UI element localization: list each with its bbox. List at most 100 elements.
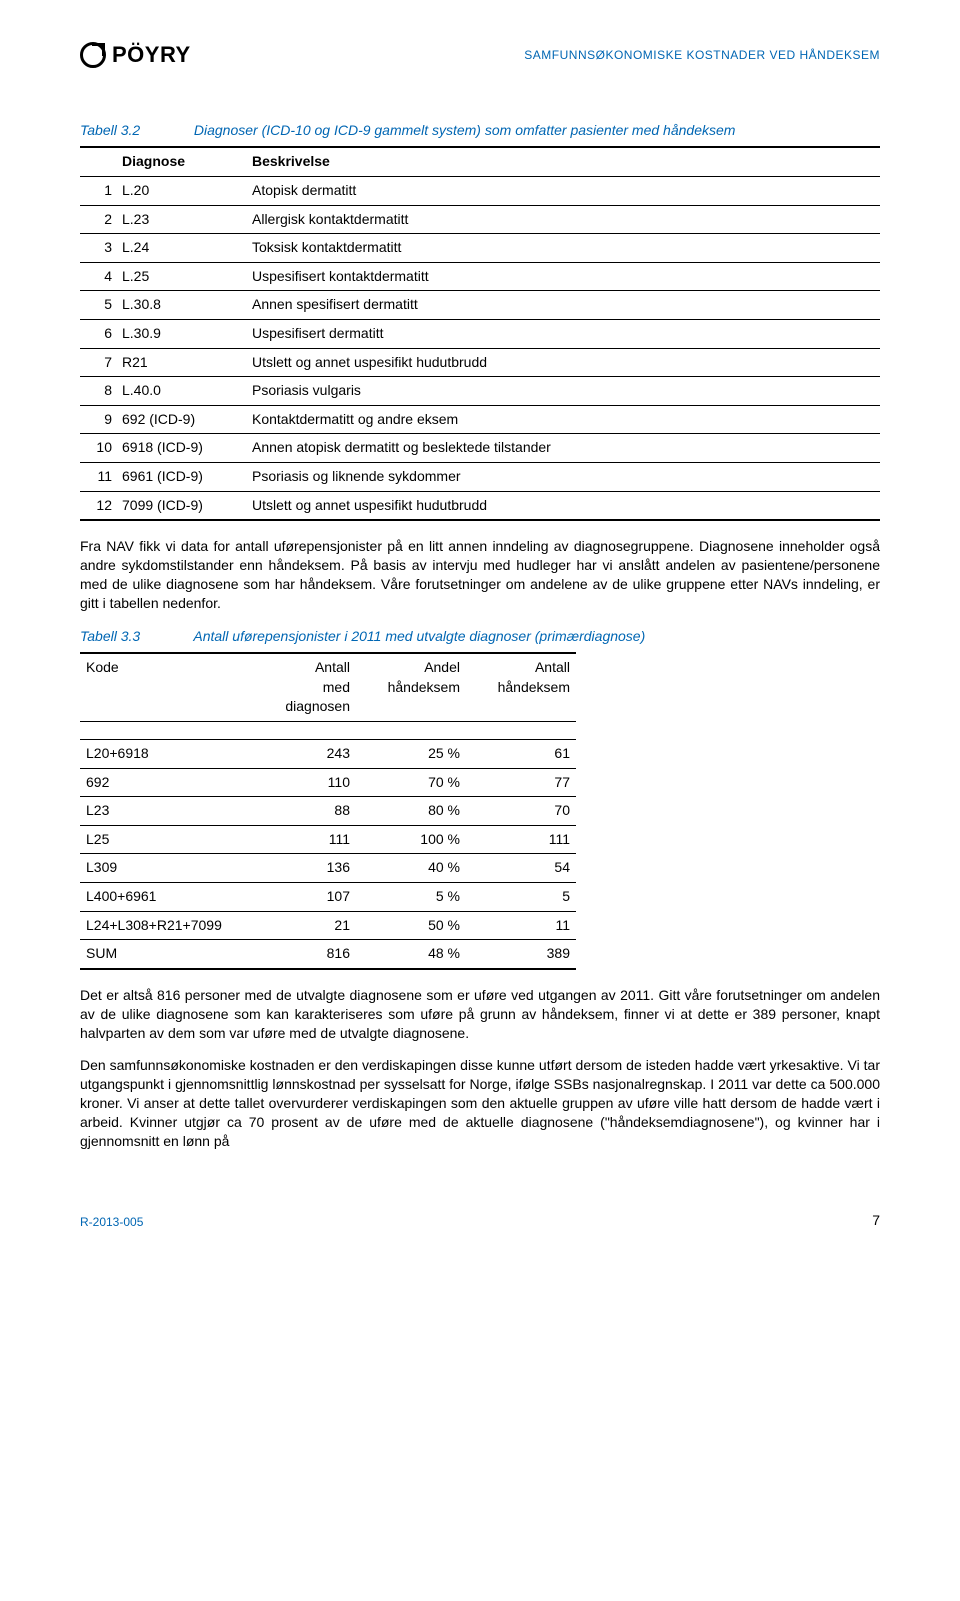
- table-cell: L.40.0: [116, 377, 246, 406]
- table1-label: Tabell 3.2: [80, 121, 190, 141]
- table-cell: 111: [266, 825, 356, 854]
- table-cell: L.20: [116, 176, 246, 205]
- table-cell: L.23: [116, 205, 246, 234]
- table1-caption: Tabell 3.2 Diagnoser (ICD-10 og ICD-9 ga…: [80, 121, 880, 141]
- table-cell: Annen atopisk dermatitt og beslektede ti…: [246, 434, 880, 463]
- table-cell: Utslett og annet uspesifikt hudutbrudd: [246, 348, 880, 377]
- table-row: 4L.25Uspesifisert kontaktdermatitt: [80, 262, 880, 291]
- spacer-row: [80, 722, 576, 740]
- table-row: L20+691824325 %61: [80, 740, 576, 769]
- table-cell: 6918 (ICD-9): [116, 434, 246, 463]
- paragraph-3: Den samfunnsøkonomiske kostnaden er den …: [80, 1056, 880, 1150]
- table-cell: 21: [266, 911, 356, 940]
- table-cell: 1: [80, 176, 116, 205]
- table-cell: L.24: [116, 234, 246, 263]
- table-cell: L.30.9: [116, 319, 246, 348]
- paragraph-1: Fra NAV fikk vi data for antall uførepen…: [80, 537, 880, 613]
- table-cell: 2: [80, 205, 116, 234]
- table-row: SUM81648 %389: [80, 940, 576, 969]
- table1-header-row: Diagnose Beskrivelse: [80, 147, 880, 176]
- table-cell: 7099 (ICD-9): [116, 491, 246, 520]
- table-cell: Annen spesifisert dermatitt: [246, 291, 880, 320]
- table-cell: 692: [80, 768, 266, 797]
- logo-text: PÖYRY: [112, 40, 191, 71]
- table-cell: 100 %: [356, 825, 466, 854]
- table-cell: Uspesifisert kontaktdermatitt: [246, 262, 880, 291]
- table-row: L238880 %70: [80, 797, 576, 826]
- table-cell: 70: [466, 797, 576, 826]
- table-cell: Kontaktdermatitt og andre eksem: [246, 405, 880, 434]
- table-row: 127099 (ICD-9)Utslett og annet uspesifik…: [80, 491, 880, 520]
- table1-caption-text: Diagnoser (ICD-10 og ICD-9 gammelt syste…: [194, 122, 736, 138]
- logo: PÖYRY: [80, 40, 191, 71]
- table-row: L24+L308+R21+70992150 %11: [80, 911, 576, 940]
- table-cell: 77: [466, 768, 576, 797]
- table2-header-row: Kode Antallmed diagnosen Andelhåndeksem …: [80, 653, 576, 721]
- page-footer: R-2013-005 7: [80, 1211, 880, 1231]
- table-cell: 111: [466, 825, 576, 854]
- table-cell: 8: [80, 377, 116, 406]
- table2-caption-text: Antall uførepensjonister i 2011 med utva…: [193, 628, 645, 644]
- table-row: 5L.30.8Annen spesifisert dermatitt: [80, 291, 880, 320]
- table-cell: 10: [80, 434, 116, 463]
- table1-col1: Diagnose: [116, 147, 246, 176]
- table-cell: 5 %: [356, 883, 466, 912]
- table-cell: L.25: [116, 262, 246, 291]
- table-cell: 4: [80, 262, 116, 291]
- table-cell: 5: [466, 883, 576, 912]
- table-row: 9692 (ICD-9)Kontaktdermatitt og andre ek…: [80, 405, 880, 434]
- table2-col3: Antallhåndeksem: [466, 653, 576, 721]
- table-cell: 11: [466, 911, 576, 940]
- table-cell: Utslett og annet uspesifikt hudutbrudd: [246, 491, 880, 520]
- table-cell: 11: [80, 462, 116, 491]
- table-cell: Atopisk dermatitt: [246, 176, 880, 205]
- table1-col2: Beskrivelse: [246, 147, 880, 176]
- table-row: L25111100 %111: [80, 825, 576, 854]
- logo-icon: [80, 42, 106, 68]
- table-cell: 61: [466, 740, 576, 769]
- footer-doc-ref: R-2013-005: [80, 1214, 143, 1231]
- table-cell: 12: [80, 491, 116, 520]
- table-cell: 40 %: [356, 854, 466, 883]
- table-cell: 107: [266, 883, 356, 912]
- table-cell: 48 %: [356, 940, 466, 969]
- table-cell: 5: [80, 291, 116, 320]
- table2-label: Tabell 3.3: [80, 627, 190, 647]
- table-cell: Uspesifisert dermatitt: [246, 319, 880, 348]
- table-cell: 80 %: [356, 797, 466, 826]
- table-cell: L400+6961: [80, 883, 266, 912]
- table-cell: Psoriasis og liknende sykdommer: [246, 462, 880, 491]
- table-cell: Psoriasis vulgaris: [246, 377, 880, 406]
- table-cell: L24+L308+R21+7099: [80, 911, 266, 940]
- table-row: 116961 (ICD-9)Psoriasis og liknende sykd…: [80, 462, 880, 491]
- table-cell: 6: [80, 319, 116, 348]
- table-cell: SUM: [80, 940, 266, 969]
- table-cell: 70 %: [356, 768, 466, 797]
- table-row: 8L.40.0Psoriasis vulgaris: [80, 377, 880, 406]
- table2-caption: Tabell 3.3 Antall uførepensjonister i 20…: [80, 627, 880, 647]
- table-row: L400+69611075 %5: [80, 883, 576, 912]
- table-cell: L.30.8: [116, 291, 246, 320]
- table-row: 7R21Utslett og annet uspesifikt hudutbru…: [80, 348, 880, 377]
- table-cell: L309: [80, 854, 266, 883]
- table-cell: R21: [116, 348, 246, 377]
- table-row: L30913640 %54: [80, 854, 576, 883]
- table2-col0: Kode: [80, 653, 266, 721]
- table-row: 106918 (ICD-9)Annen atopisk dermatitt og…: [80, 434, 880, 463]
- table-cell: 6961 (ICD-9): [116, 462, 246, 491]
- table-cell: 54: [466, 854, 576, 883]
- table-cell: Allergisk kontaktdermatitt: [246, 205, 880, 234]
- table-cell: Toksisk kontaktdermatitt: [246, 234, 880, 263]
- table-cell: 9: [80, 405, 116, 434]
- table-cell: 50 %: [356, 911, 466, 940]
- table-row: 1L.20Atopisk dermatitt: [80, 176, 880, 205]
- document-title-header: SAMFUNNSØKONOMISKE KOSTNADER VED HÅNDEKS…: [524, 47, 880, 64]
- table-row: 6L.30.9Uspesifisert dermatitt: [80, 319, 880, 348]
- table-cell: 816: [266, 940, 356, 969]
- footer-page-number: 7: [872, 1211, 880, 1231]
- table-row: 2L.23Allergisk kontaktdermatitt: [80, 205, 880, 234]
- table1-col0: [80, 147, 116, 176]
- table-cell: L25: [80, 825, 266, 854]
- table-cell: 243: [266, 740, 356, 769]
- page-header: PÖYRY SAMFUNNSØKONOMISKE KOSTNADER VED H…: [80, 40, 880, 71]
